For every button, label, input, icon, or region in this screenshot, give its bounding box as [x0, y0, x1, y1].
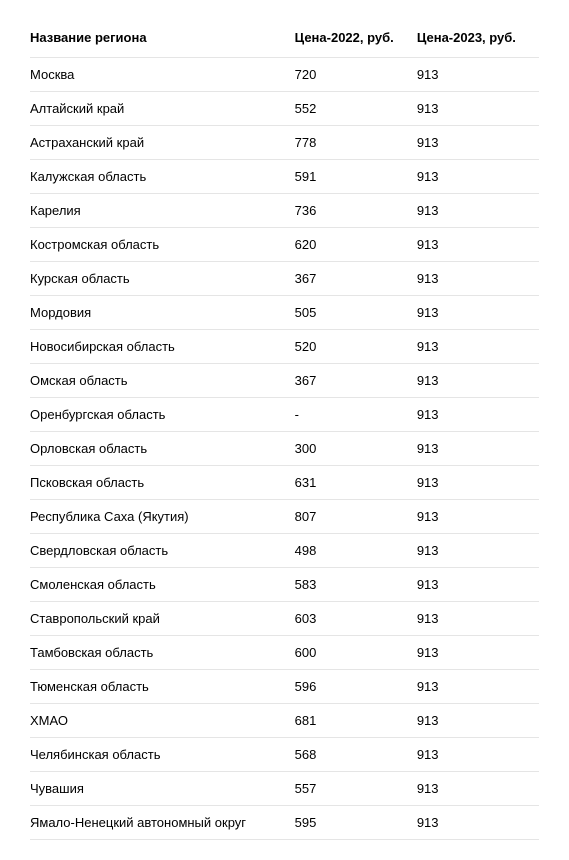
cell-price-2022: 600	[295, 636, 417, 670]
cell-region: Псковская область	[30, 466, 295, 500]
cell-price-2023: 913	[417, 704, 539, 738]
cell-price-2023: 913	[417, 296, 539, 330]
column-header-price-2022: Цена-2022, руб.	[295, 20, 417, 58]
cell-price-2023: 913	[417, 738, 539, 772]
cell-region: Астраханский край	[30, 126, 295, 160]
table-row: Челябинская область568913	[30, 738, 539, 772]
table-row: Астраханский край778913	[30, 126, 539, 160]
cell-price-2023: 913	[417, 364, 539, 398]
cell-region: Оренбургская область	[30, 398, 295, 432]
cell-price-2023: 913	[417, 772, 539, 806]
table-row: Новосибирская область520913	[30, 330, 539, 364]
table-row: Калужская область591913	[30, 160, 539, 194]
cell-price-2022: 620	[295, 228, 417, 262]
cell-price-2022: 568	[295, 738, 417, 772]
cell-price-2023: 913	[417, 330, 539, 364]
cell-price-2022: 367	[295, 364, 417, 398]
cell-price-2023: 913	[417, 534, 539, 568]
cell-price-2022: 631	[295, 466, 417, 500]
cell-price-2022: 681	[295, 704, 417, 738]
table-row: Чувашия557913	[30, 772, 539, 806]
cell-region: Ставропольский край	[30, 602, 295, 636]
table-row: Республика Саха (Якутия)807913	[30, 500, 539, 534]
table-row: Оренбургская область-913	[30, 398, 539, 432]
cell-region: Мордовия	[30, 296, 295, 330]
cell-price-2022: 552	[295, 92, 417, 126]
cell-price-2022: 591	[295, 160, 417, 194]
cell-price-2022: 720	[295, 58, 417, 92]
cell-price-2022: 807	[295, 500, 417, 534]
cell-price-2023: 913	[417, 58, 539, 92]
cell-price-2022: 367	[295, 262, 417, 296]
cell-region: Москва	[30, 58, 295, 92]
cell-price-2022: 595	[295, 806, 417, 840]
cell-region: Калужская область	[30, 160, 295, 194]
cell-region: Свердловская область	[30, 534, 295, 568]
cell-price-2023: 913	[417, 92, 539, 126]
cell-region: ХМАО	[30, 704, 295, 738]
cell-price-2023: 913	[417, 432, 539, 466]
cell-price-2023: 913	[417, 670, 539, 704]
cell-price-2022: 736	[295, 194, 417, 228]
cell-region: Ямало-Ненецкий автономный округ	[30, 806, 295, 840]
cell-price-2023: 913	[417, 806, 539, 840]
table-header-row: Название региона Цена-2022, руб. Цена-20…	[30, 20, 539, 58]
cell-region: Омская область	[30, 364, 295, 398]
table-row: Ставропольский край603913	[30, 602, 539, 636]
cell-price-2023: 913	[417, 160, 539, 194]
table-row: Омская область367913	[30, 364, 539, 398]
cell-price-2023: 913	[417, 262, 539, 296]
column-header-price-2023: Цена-2023, руб.	[417, 20, 539, 58]
table-row: Тюменская область596913	[30, 670, 539, 704]
cell-region: Челябинская область	[30, 738, 295, 772]
cell-price-2022: 603	[295, 602, 417, 636]
cell-price-2022: 505	[295, 296, 417, 330]
cell-price-2022: 557	[295, 772, 417, 806]
cell-price-2022: 498	[295, 534, 417, 568]
cell-price-2023: 913	[417, 500, 539, 534]
cell-region: Новосибирская область	[30, 330, 295, 364]
cell-region: Тамбовская область	[30, 636, 295, 670]
cell-price-2023: 913	[417, 602, 539, 636]
cell-price-2022: 300	[295, 432, 417, 466]
table-row: Мордовия505913	[30, 296, 539, 330]
cell-price-2023: 913	[417, 228, 539, 262]
cell-price-2022: 778	[295, 126, 417, 160]
cell-price-2023: 913	[417, 636, 539, 670]
cell-region: Орловская область	[30, 432, 295, 466]
table-row: Москва720913	[30, 58, 539, 92]
cell-price-2023: 913	[417, 466, 539, 500]
table-row: Псковская область631913	[30, 466, 539, 500]
cell-price-2022: -	[295, 398, 417, 432]
table-row: Курская область367913	[30, 262, 539, 296]
cell-price-2022: 583	[295, 568, 417, 602]
regions-price-table: Название региона Цена-2022, руб. Цена-20…	[30, 20, 539, 840]
table-row: Алтайский край552913	[30, 92, 539, 126]
cell-price-2023: 913	[417, 126, 539, 160]
cell-region: Курская область	[30, 262, 295, 296]
cell-region: Смоленская область	[30, 568, 295, 602]
table-row: Орловская область300913	[30, 432, 539, 466]
table-row: Свердловская область498913	[30, 534, 539, 568]
cell-region: Тюменская область	[30, 670, 295, 704]
table-body: Москва720913Алтайский край552913Астрахан…	[30, 58, 539, 840]
cell-region: Алтайский край	[30, 92, 295, 126]
table-header: Название региона Цена-2022, руб. Цена-20…	[30, 20, 539, 58]
table-row: ХМАО681913	[30, 704, 539, 738]
table-row: Костромская область620913	[30, 228, 539, 262]
cell-price-2022: 596	[295, 670, 417, 704]
table-row: Карелия736913	[30, 194, 539, 228]
cell-price-2023: 913	[417, 568, 539, 602]
table-row: Тамбовская область600913	[30, 636, 539, 670]
table-row: Ямало-Ненецкий автономный округ595913	[30, 806, 539, 840]
cell-region: Республика Саха (Якутия)	[30, 500, 295, 534]
cell-price-2022: 520	[295, 330, 417, 364]
table-row: Смоленская область583913	[30, 568, 539, 602]
cell-price-2023: 913	[417, 194, 539, 228]
column-header-region: Название региона	[30, 20, 295, 58]
cell-price-2023: 913	[417, 398, 539, 432]
cell-region: Карелия	[30, 194, 295, 228]
cell-region: Чувашия	[30, 772, 295, 806]
cell-region: Костромская область	[30, 228, 295, 262]
